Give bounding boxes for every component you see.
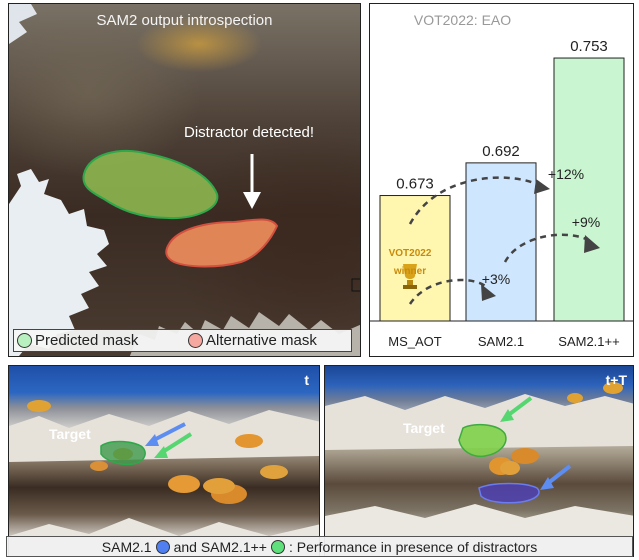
frame-tT-scene: [325, 382, 633, 556]
gain-12: +12%: [548, 166, 584, 182]
coral-top: [9, 4, 37, 44]
time-label-tT: t+T: [605, 372, 627, 388]
green-circle-icon: [17, 333, 32, 348]
eao-chart-panel: VOT2022: EAO 0.673 MS_AOT 0.692 SAM2.1 0.753…: [369, 3, 634, 357]
bottom-caption: SAM2.1 and SAM2.1++ : Performance in pre…: [6, 536, 633, 557]
bar-value-label: 0.673: [396, 176, 434, 193]
fish: [603, 382, 623, 394]
arrow-msaot-to-sam21: [408, 278, 490, 305]
coral-band: [325, 394, 633, 450]
target-label: Target: [403, 420, 445, 436]
mask-legend: Predicted mask Alternative mask: [13, 329, 352, 352]
chart-title: VOT2022: EAO: [413, 12, 512, 28]
alternative-mask: [165, 218, 279, 268]
sam21pp-arrow: [505, 396, 533, 418]
arrow-head-3: [584, 235, 600, 253]
fish: [511, 448, 539, 464]
fish: [203, 478, 235, 494]
red-circle-icon: [188, 333, 203, 348]
badge-line1: VOT2022: [389, 248, 432, 259]
introspection-scene: [9, 4, 360, 356]
green-circle-icon: [270, 539, 285, 554]
frame-t-scene: [9, 400, 319, 556]
gain-3: +3%: [482, 271, 510, 287]
badge-line2: winner: [393, 266, 426, 277]
fish: [168, 475, 200, 493]
predicted-mask: [82, 150, 219, 220]
caption-sam21pp: and SAM2.1++: [173, 538, 267, 555]
legend-predicted-label: Predicted mask: [35, 332, 139, 349]
caption-rest: : Performance in presence of distractors: [288, 538, 538, 555]
sam21pp-arrow-head: [500, 409, 514, 422]
gain-9: +9%: [572, 214, 600, 230]
category-label: SAM2.1: [478, 334, 524, 349]
distractor-arrow-head: [243, 192, 261, 209]
legend-predicted: Predicted mask: [17, 332, 138, 349]
distractor-mask: [478, 482, 540, 504]
time-label-t: t: [304, 372, 309, 388]
target-mask: [458, 423, 507, 458]
category-label: SAM2.1++: [558, 334, 619, 349]
coral-left: [9, 169, 109, 356]
target-label: Target: [49, 426, 91, 442]
category-label: MS_AOT: [388, 334, 442, 349]
frame-t-panel: t Target: [8, 365, 320, 557]
arrow-head-2: [481, 284, 496, 301]
arrow-head-1: [534, 179, 550, 194]
sam21pp-arrow-head: [154, 446, 168, 458]
bar-value-label: 0.753: [570, 38, 608, 55]
fish: [90, 461, 108, 471]
bar-SAM2.1++: [553, 57, 625, 322]
legend-alternative: Alternative mask: [188, 332, 317, 349]
distractor-annotation: Distractor detected!: [184, 124, 315, 141]
fish: [500, 461, 520, 475]
sam21-arrow-head: [145, 434, 159, 446]
sam21-arrow: [545, 464, 572, 486]
panel-title: SAM2 output introspection: [96, 12, 273, 29]
eao-bar-chart: 0.673 MS_AOT 0.692 SAM2.1 0.753 SAM2.1++ VOT2…: [370, 38, 633, 349]
bars-group: 0.673 MS_AOT 0.692 SAM2.1 0.753 SAM2.1++: [370, 38, 633, 349]
caption-sam21: SAM2.1: [101, 538, 152, 555]
introspection-panel: SAM2 output introspection Distractor det…: [8, 3, 361, 357]
fish: [235, 434, 263, 448]
fish: [260, 465, 288, 479]
arrow-sam21-to-sam21pp: [503, 233, 593, 263]
blue-circle-icon: [155, 539, 170, 554]
target-mask: [100, 440, 146, 466]
bar-SAM2.1: [465, 162, 537, 322]
marker-square: [351, 278, 360, 292]
sam21-arrow: [151, 422, 186, 443]
frame-tT-panel: t+T Target: [324, 365, 634, 557]
trophy-icon: [403, 264, 417, 289]
fish: [27, 400, 51, 412]
sam21-arrow-head: [540, 477, 554, 490]
bar-MS_AOT: [379, 195, 451, 322]
fish: [567, 393, 583, 403]
bar-value-label: 0.692: [482, 143, 520, 160]
sam21pp-arrow: [159, 432, 193, 455]
legend-alternative-label: Alternative mask: [206, 332, 317, 349]
